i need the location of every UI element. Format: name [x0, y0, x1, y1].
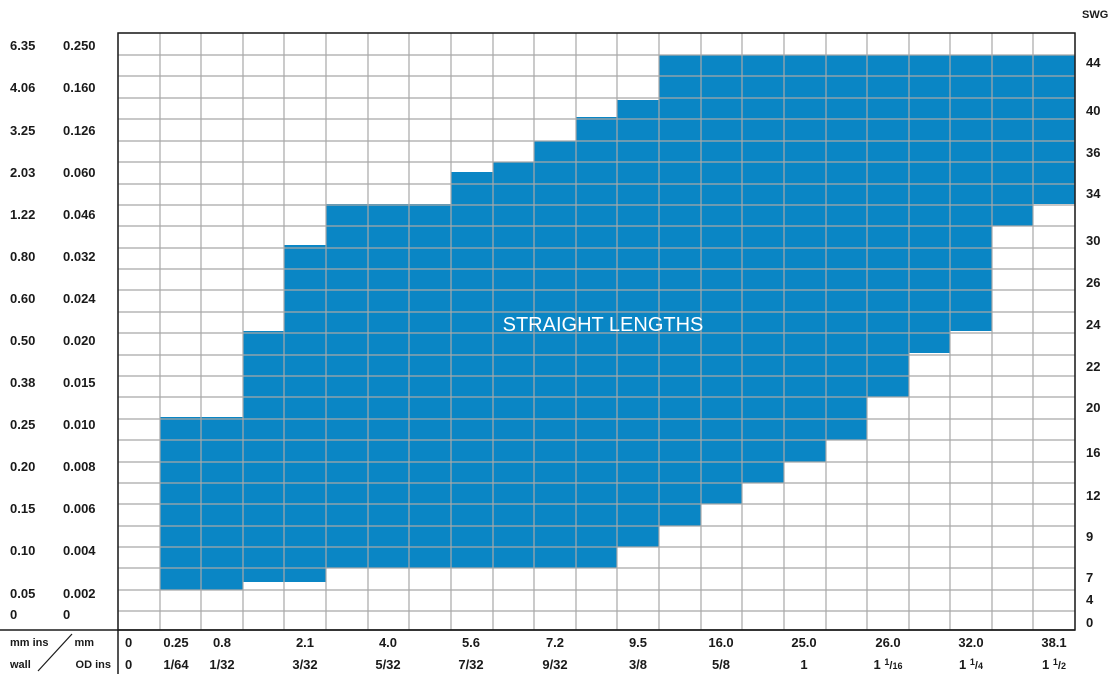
- y-ins-tick-label: 0.004: [63, 543, 96, 558]
- swg-tick-label: 26: [1086, 275, 1100, 290]
- y-mm-tick-label: 0.10: [10, 543, 35, 558]
- x-mm-tick-label: 38.1: [1041, 635, 1066, 650]
- swg-tick-label: 24: [1086, 317, 1101, 332]
- y-ins-tick-label: 0.126: [63, 123, 96, 138]
- x-mm-tick-label: 32.0: [958, 635, 983, 650]
- y-ins-tick-label: 0.060: [63, 165, 96, 180]
- swg-tick-label: 40: [1086, 103, 1100, 118]
- y-ins-tick-label: 0.046: [63, 207, 96, 222]
- swg-tick-label: 9: [1086, 529, 1093, 544]
- y-mm-tick-label: 0.50: [10, 333, 35, 348]
- swg-tick-label: 30: [1086, 233, 1100, 248]
- y-mm-tick-label: 0.05: [10, 586, 35, 601]
- y-mm-tick-label: 1.22: [10, 207, 35, 222]
- x-ins-tick-label: 3/8: [629, 657, 647, 672]
- corner-slash: [37, 633, 73, 672]
- swg-tick-label: 20: [1086, 400, 1100, 415]
- x-mm-tick-label: 0.25: [163, 635, 188, 650]
- x-mm-tick-label: 2.1: [296, 635, 314, 650]
- x-mm-tick-label: 4.0: [379, 635, 397, 650]
- x-ins-tick-label: 3/32: [292, 657, 317, 672]
- corner-label-mm: mm: [74, 637, 94, 649]
- x-ins-tick-label: 1 1/4: [959, 657, 983, 672]
- x-ins-tick-label: 1/32: [209, 657, 234, 672]
- y-ins-tick-label: 0.002: [63, 586, 96, 601]
- swg-tick-label: 7: [1086, 570, 1093, 585]
- x-mm-tick-label: 9.5: [629, 635, 647, 650]
- x-ins-tick-label: 0: [125, 657, 132, 672]
- y-ins-tick-label: 0.020: [63, 333, 96, 348]
- x-mm-tick-label: 25.0: [791, 635, 816, 650]
- x-mm-tick-label: 16.0: [708, 635, 733, 650]
- text-layer: 6.354.063.252.031.220.800.600.500.380.25…: [9, 9, 1108, 672]
- y-ins-tick-label: 0.250: [63, 38, 96, 53]
- corner-label-mm-ins: mm ins: [10, 637, 49, 649]
- x-ins-tick-label: 5/32: [375, 657, 400, 672]
- y-mm-tick-label: 0.38: [10, 375, 35, 390]
- swg-tick-label: 22: [1086, 359, 1100, 374]
- grid-layer: [0, 32, 1076, 674]
- y-mm-tick-label: 0.60: [10, 291, 35, 306]
- y-mm-tick-label: 0: [10, 607, 17, 622]
- y-mm-tick-label: 4.06: [10, 80, 35, 95]
- swg-tick-label: 16: [1086, 445, 1100, 460]
- region-label: STRAIGHT LENGTHS: [503, 314, 704, 336]
- y-mm-tick-label: 0.15: [10, 501, 35, 516]
- swg-tick-label: 44: [1086, 55, 1101, 70]
- x-ins-tick-label: 7/32: [458, 657, 483, 672]
- x-mm-tick-label: 5.6: [462, 635, 480, 650]
- y-mm-tick-label: 2.03: [10, 165, 35, 180]
- swg-tick-label: 12: [1086, 488, 1100, 503]
- y-ins-tick-label: 0.032: [63, 249, 96, 264]
- x-ins-tick-label: 1: [800, 657, 807, 672]
- y-mm-tick-label: 0.25: [10, 417, 35, 432]
- y-mm-tick-label: 3.25: [10, 123, 35, 138]
- corner-label-wall: wall: [9, 659, 31, 671]
- y-ins-tick-label: 0.160: [63, 80, 96, 95]
- y-ins-tick-label: 0.024: [63, 291, 96, 306]
- x-mm-tick-label: 0.8: [213, 635, 231, 650]
- swg-tick-label: 4: [1086, 592, 1094, 607]
- x-ins-tick-label: 1/64: [163, 657, 189, 672]
- x-ins-tick-label: 5/8: [712, 657, 730, 672]
- x-mm-tick-label: 26.0: [875, 635, 900, 650]
- x-mm-tick-label: 0: [125, 635, 132, 650]
- swg-tick-label: 34: [1086, 186, 1101, 201]
- x-ins-tick-label: 9/32: [542, 657, 567, 672]
- y-ins-tick-label: 0.010: [63, 417, 96, 432]
- y-ins-tick-label: 0.008: [63, 459, 96, 474]
- swg-axis-title: SWG: [1082, 9, 1108, 21]
- x-ins-tick-label: 1 1/16: [874, 657, 903, 672]
- y-ins-tick-label: 0.006: [63, 501, 96, 516]
- swg-tick-label: 36: [1086, 145, 1100, 160]
- y-mm-tick-label: 0.20: [10, 459, 35, 474]
- swg-tick-label: 0: [1086, 615, 1093, 630]
- corner-label-od-ins: OD ins: [76, 659, 111, 671]
- y-ins-tick-label: 0.015: [63, 375, 96, 390]
- x-ins-tick-label: 1 1/2: [1042, 657, 1066, 672]
- y-ins-tick-label: 0: [63, 607, 70, 622]
- y-mm-tick-label: 0.80: [10, 249, 35, 264]
- x-mm-tick-label: 7.2: [546, 635, 564, 650]
- y-mm-tick-label: 6.35: [10, 38, 35, 53]
